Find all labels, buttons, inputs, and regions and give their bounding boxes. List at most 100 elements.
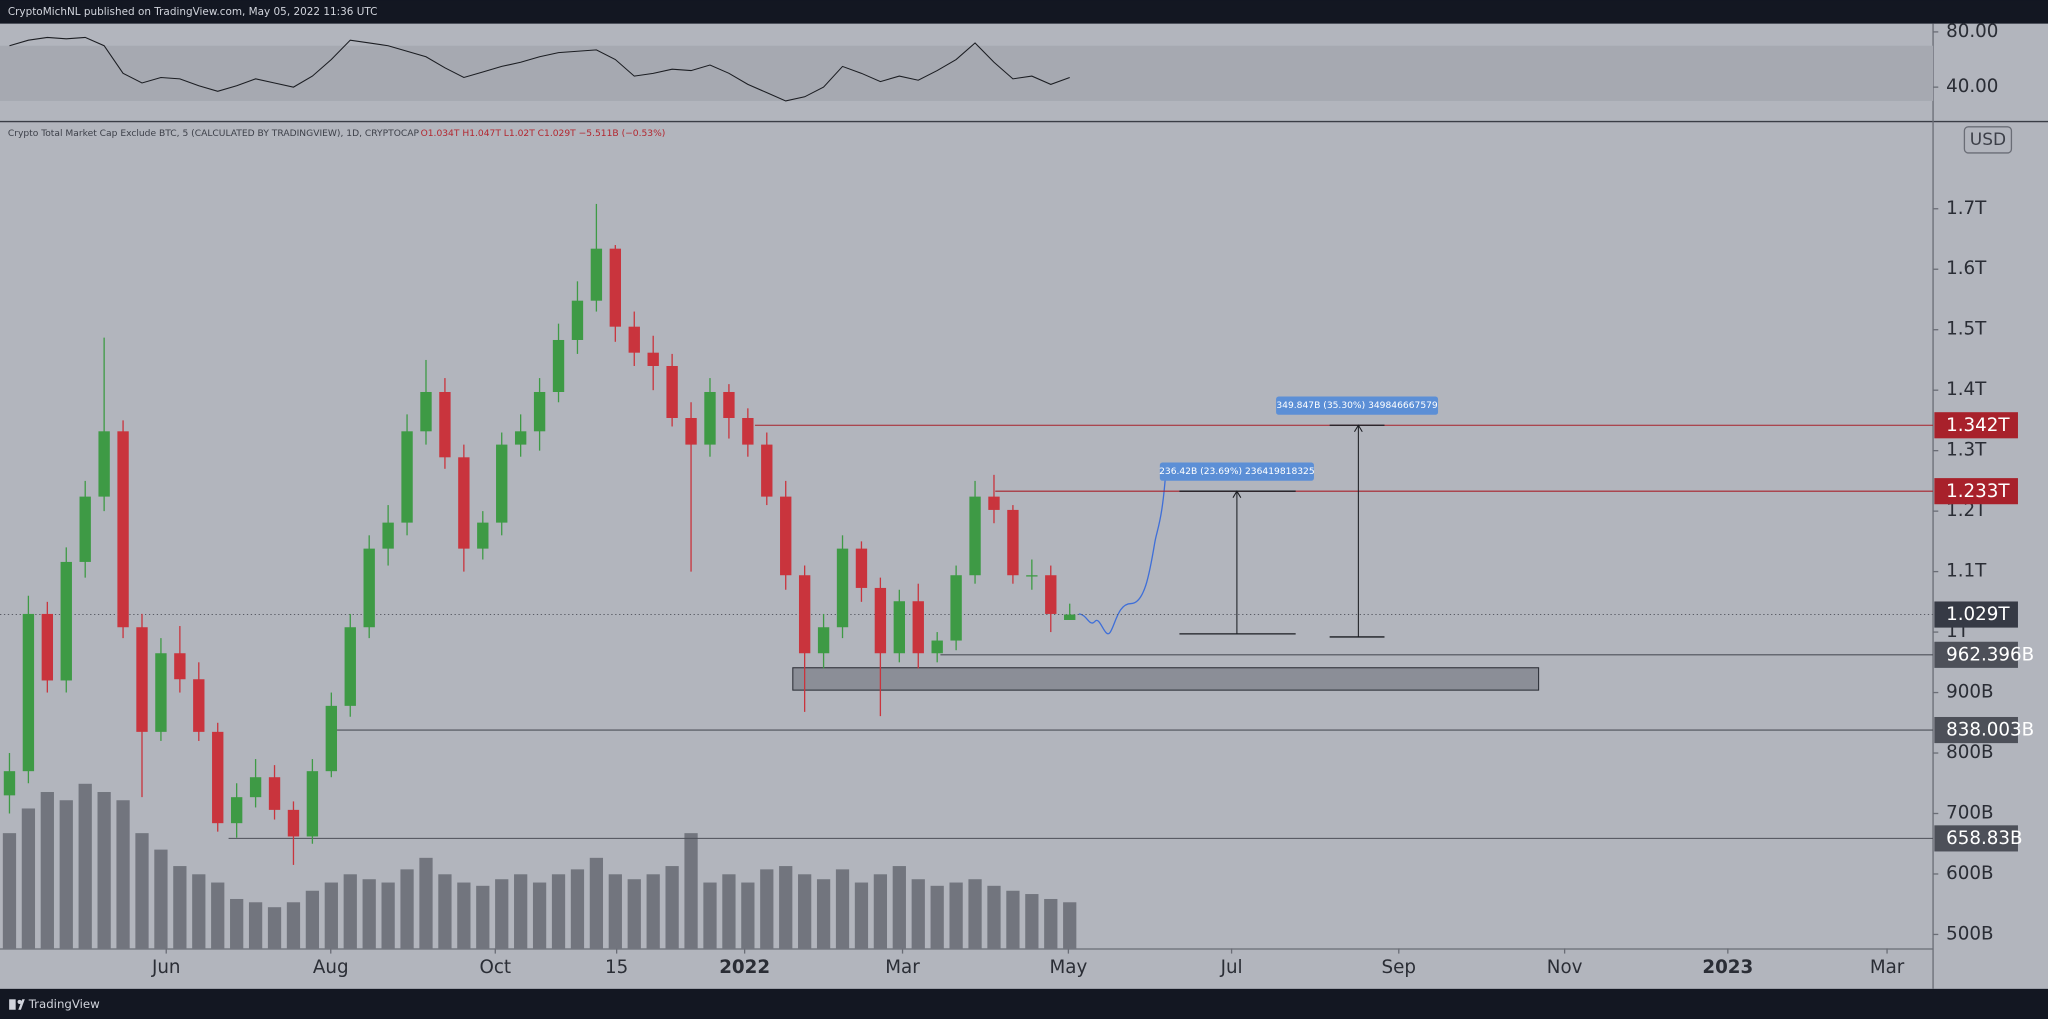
candle-body xyxy=(704,391,716,445)
x-tick-label: Oct xyxy=(479,957,511,978)
volume-bar xyxy=(286,902,301,949)
volume-bar xyxy=(324,882,338,949)
plot-layer: 500B600B700B800B900B1T1.1T1.2T1.3T1.4T1.… xyxy=(0,21,2034,978)
candle-body xyxy=(155,653,167,732)
candle-body xyxy=(230,797,243,824)
volume-bar xyxy=(532,882,547,949)
price-label: 658.83B xyxy=(1946,828,2022,849)
measure-label: 236.42B (23.69%) 236419818325 xyxy=(1159,467,1315,477)
y-tick-label: 800B xyxy=(1946,742,1993,763)
volume-bar xyxy=(211,882,225,949)
volume-bar xyxy=(760,869,774,949)
volume-bar xyxy=(892,866,906,949)
y-tick-label: 1.2T xyxy=(1946,500,1987,521)
x-tick-label: 2023 xyxy=(1702,957,1753,978)
candle-body xyxy=(496,444,508,523)
candle-body xyxy=(344,627,356,706)
volume-bar xyxy=(267,907,282,949)
x-tick-label: May xyxy=(1050,957,1088,978)
volume-bar xyxy=(192,874,206,949)
volume-bar xyxy=(230,898,244,949)
volume-bar xyxy=(343,874,357,949)
currency: USD xyxy=(1970,130,2006,150)
volume-bar xyxy=(608,874,622,949)
candle-body xyxy=(458,457,470,549)
candle-body xyxy=(742,418,754,445)
candle-body xyxy=(931,640,943,654)
x-tick-label: Jul xyxy=(1220,957,1243,978)
candle-body xyxy=(287,809,300,837)
candle-body xyxy=(855,548,868,588)
candle-body xyxy=(628,326,640,353)
candle-body xyxy=(363,548,375,628)
x-tick-label: 15 xyxy=(605,957,628,978)
candle-body xyxy=(590,248,603,301)
y-tick-label: 1.6T xyxy=(1946,258,1987,279)
candle-body xyxy=(1045,575,1057,614)
candle-body xyxy=(3,771,16,796)
volume-bar xyxy=(1006,890,1020,949)
volume-bar xyxy=(419,857,433,949)
volume-bar xyxy=(1044,898,1058,949)
volume-bar xyxy=(1025,894,1039,949)
price-label-box xyxy=(1934,716,2018,744)
volume-bar xyxy=(589,857,604,949)
y-tick-label: 600B xyxy=(1946,863,1993,884)
measure-label-box xyxy=(1159,462,1314,481)
candle-body xyxy=(552,339,565,392)
candle-body xyxy=(912,601,924,654)
candle-body xyxy=(1026,575,1038,577)
x-tick-label: Nov xyxy=(1547,957,1583,978)
currency-box xyxy=(1963,126,2013,154)
volume-bar xyxy=(154,849,168,949)
candle-body xyxy=(988,496,1000,510)
candle-body xyxy=(514,431,527,445)
volume-bar xyxy=(741,882,755,949)
volume-bar xyxy=(854,882,869,949)
projection-path xyxy=(1078,463,1168,635)
volume-bar xyxy=(835,869,850,949)
candle-body xyxy=(969,496,981,576)
candle-body xyxy=(212,731,224,824)
candle-body xyxy=(136,627,148,732)
candle-body xyxy=(950,575,962,641)
rsi-line xyxy=(9,36,1070,102)
candle-body xyxy=(382,522,394,549)
volume-bar xyxy=(798,874,812,949)
price-label: 838.003B xyxy=(1946,720,2034,741)
logo-part xyxy=(18,999,25,1010)
candle-body xyxy=(1064,614,1076,620)
volume-bar xyxy=(173,866,187,949)
candle-body xyxy=(22,613,35,772)
y-tick-label: 1.4T xyxy=(1946,379,1987,400)
x-tick-label: Aug xyxy=(313,957,349,978)
volume-bar xyxy=(514,874,528,949)
volume-bar xyxy=(476,885,490,949)
x-tick-label: Mar xyxy=(885,957,920,978)
volume-bar xyxy=(116,800,130,949)
volume-bar xyxy=(627,879,641,949)
volume-bar xyxy=(248,902,263,949)
y-tick-label: 1.5T xyxy=(1946,319,1987,340)
candle-body xyxy=(117,431,129,628)
volume-bar xyxy=(1063,902,1077,949)
volume-bar xyxy=(135,833,149,949)
rsi-band xyxy=(0,45,1934,101)
volume-bar xyxy=(59,800,73,949)
volume-bar xyxy=(400,869,414,949)
y-tick-label: 700B xyxy=(1946,803,1993,824)
candle-body xyxy=(798,575,811,654)
volume-bar xyxy=(949,882,963,949)
price-label: 1.342T xyxy=(1946,415,2010,436)
volume-bar xyxy=(987,885,1001,949)
volume-bar xyxy=(97,792,111,949)
volume-bar xyxy=(968,879,982,949)
volume-bar xyxy=(362,879,376,949)
volume-bar xyxy=(457,882,471,949)
y-tick-label: 1.1T xyxy=(1946,561,1987,582)
chart-area xyxy=(0,23,2048,989)
volume-bar xyxy=(930,885,944,949)
candle-body xyxy=(874,587,887,654)
price-label: 1.233T xyxy=(1946,481,2010,502)
